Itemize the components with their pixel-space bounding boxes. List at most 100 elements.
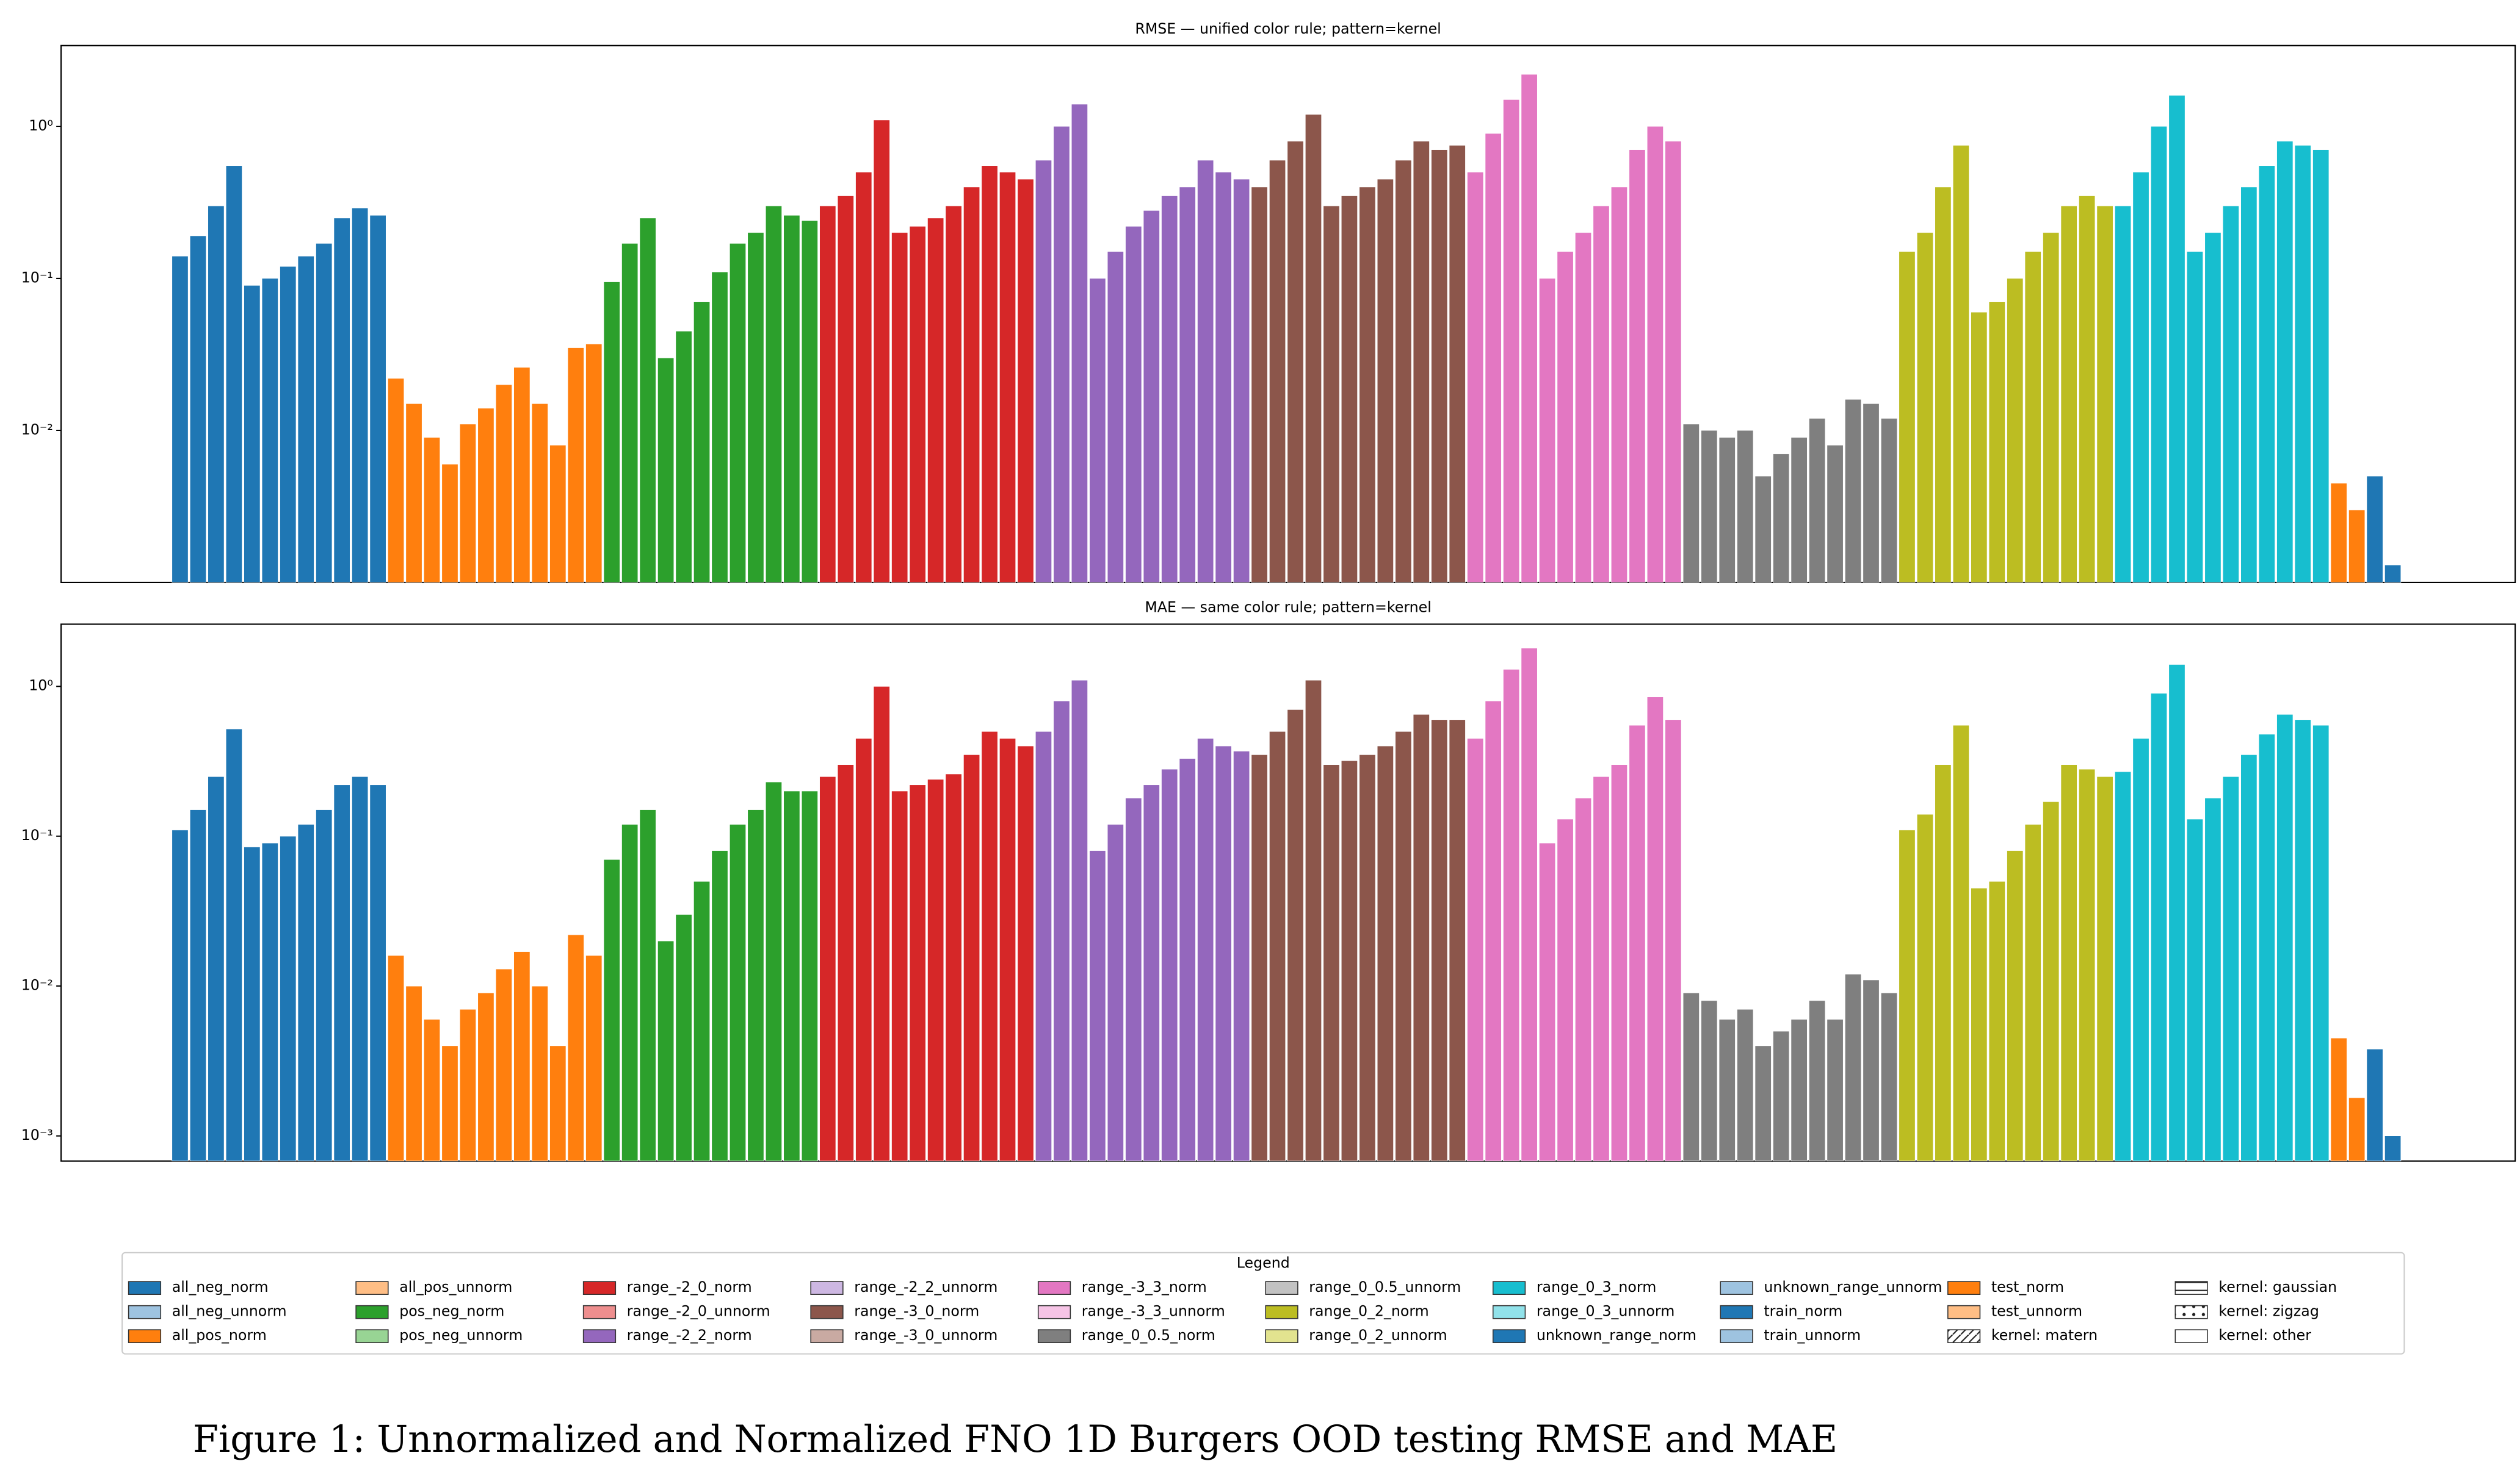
legend-swatch (1492, 1329, 1526, 1343)
bar (567, 934, 584, 1162)
bar (855, 738, 872, 1162)
bar (2007, 278, 2024, 583)
bar (513, 367, 530, 583)
bar (2114, 771, 2132, 1162)
legend-label: pos_neg_norm (399, 1303, 504, 1320)
bar (2024, 824, 2041, 1162)
caption: Figure 1: Unnormalized and Normalized FN… (193, 1418, 1838, 1461)
bar (1988, 881, 2005, 1162)
bar (1413, 714, 1430, 1162)
bar (1143, 210, 1160, 583)
legend-label: range_-3_3_norm (1082, 1278, 1207, 1296)
legend-swatch (128, 1281, 162, 1296)
bar (585, 955, 603, 1162)
bar (2312, 725, 2330, 1162)
bar (2222, 205, 2240, 583)
legend-label: range_-2_0_norm (627, 1278, 752, 1296)
legend-swatch (1265, 1305, 1298, 1319)
bar (1107, 251, 1124, 583)
bar (1377, 745, 1394, 1162)
bar (891, 791, 908, 1162)
bar (1610, 186, 1628, 583)
bar (1449, 145, 1466, 583)
bar (1773, 454, 1790, 583)
bar (1089, 850, 1106, 1162)
legend-swatch (810, 1305, 844, 1319)
bar (2204, 797, 2221, 1162)
legend-label: range_-2_2_norm (627, 1327, 752, 1344)
bar (2222, 776, 2240, 1162)
legend-label: range_-2_2_unnorm (854, 1278, 998, 1296)
bar (2258, 165, 2275, 583)
legend-swatch (1720, 1305, 1753, 1319)
bar (1665, 140, 1682, 583)
bar (1502, 99, 1520, 583)
bar (1359, 186, 1376, 583)
bar (405, 403, 422, 583)
bar (1682, 992, 1700, 1162)
bar (819, 776, 836, 1162)
bar (1521, 648, 1538, 1162)
bar (1359, 754, 1376, 1162)
bar (1808, 418, 1826, 583)
bar (1179, 758, 1196, 1162)
legend-swatch (128, 1329, 162, 1343)
bar (1646, 697, 1664, 1162)
legend-swatch (1037, 1329, 1071, 1343)
chart-title: MAE — same color rule; pattern=kernel (1145, 599, 1431, 616)
bar (1701, 430, 1718, 583)
bar (747, 810, 764, 1162)
bar (2024, 251, 2041, 583)
legend-swatch (1492, 1305, 1526, 1319)
legend-label: range_0_0.5_norm (1082, 1327, 1215, 1344)
bar (1737, 1009, 1754, 1162)
bar (1952, 725, 1970, 1162)
bar (711, 850, 728, 1162)
bar (765, 205, 783, 583)
bar (1701, 1000, 1718, 1162)
bar (603, 859, 620, 1162)
bar (2132, 738, 2149, 1162)
bar (1089, 278, 1106, 583)
legend-label: kernel: gaussian (2218, 1278, 2337, 1296)
legend-box (121, 1252, 2405, 1355)
bar (477, 992, 494, 1162)
bar (369, 785, 386, 1162)
bar (280, 266, 297, 583)
bar (2330, 482, 2347, 583)
bar (1916, 232, 1934, 583)
bar (2078, 769, 2096, 1162)
bar (2043, 801, 2060, 1162)
bar (225, 165, 243, 583)
bar (1287, 709, 1304, 1162)
bar (1737, 430, 1754, 583)
bar (1377, 178, 1394, 583)
legend-label: range_0_3_norm (1537, 1278, 1656, 1296)
legend-swatch (1947, 1281, 1981, 1296)
bar (1035, 731, 1052, 1162)
bar (423, 437, 441, 583)
bar (2240, 754, 2258, 1162)
bar (657, 940, 675, 1162)
legend-label: test_norm (1991, 1278, 2064, 1296)
bar (2150, 126, 2168, 583)
legend-swatch (1037, 1305, 1071, 1319)
bar (1844, 974, 1862, 1162)
bar (1143, 785, 1160, 1162)
bar (1341, 760, 1358, 1162)
legend-label: pos_neg_unnorm (399, 1327, 523, 1344)
bar (405, 985, 422, 1162)
bar (2168, 95, 2185, 583)
bar (729, 824, 747, 1162)
bar (1071, 680, 1088, 1162)
bar (1646, 126, 1664, 583)
legend-swatch (582, 1329, 617, 1343)
bar (1215, 172, 1232, 583)
bar (208, 205, 225, 583)
legend-label: test_unnorm (1991, 1303, 2082, 1320)
bar (1971, 888, 1988, 1162)
legend-label: all_pos_unnorm (399, 1278, 512, 1296)
bar (999, 738, 1016, 1162)
bar (2312, 150, 2330, 583)
bar (1431, 719, 1448, 1162)
